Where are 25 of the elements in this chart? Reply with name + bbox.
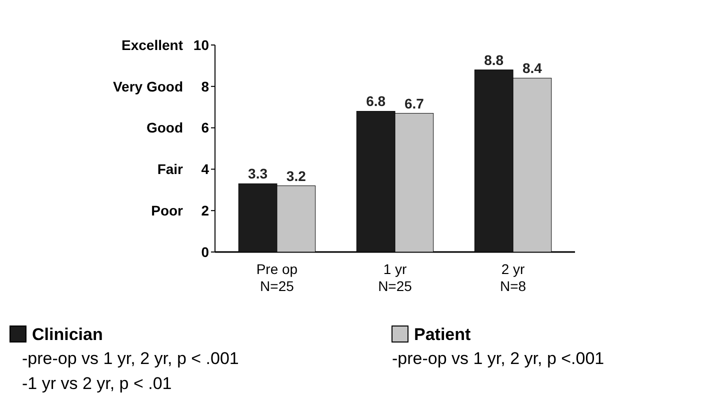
y-tick-label: 10 (193, 36, 210, 53)
data-label: 3.2 (286, 168, 306, 184)
text: -pre-op vs 1 yr, 2 yr, p <.001 (392, 348, 604, 368)
text: Very Good (112, 78, 183, 94)
data-label: 3.3 (248, 166, 268, 182)
text: Poor (151, 202, 184, 218)
text: Excellent (122, 36, 184, 53)
data-label: 8.8 (484, 52, 504, 68)
text: Good (146, 120, 183, 136)
y-tick-label: 0 (201, 244, 210, 260)
data-label: 6.7 (404, 95, 424, 112)
x-tick-label: 1 yr N=25 (378, 261, 412, 294)
x-tick-label: 2 yr N=8 (500, 261, 526, 294)
text: -pre-op vs 1 yr, 2 yr, p < .001 (22, 348, 239, 368)
legend-label: Clinician (32, 324, 103, 344)
y-tick-label: 6 (201, 120, 210, 136)
text: -1 yr vs 2 yr, p < .01 (22, 374, 172, 393)
text: Fair (157, 161, 184, 178)
legend-label: Patient (414, 324, 472, 344)
data-label: 6.8 (366, 93, 386, 110)
data-label: 8.4 (522, 60, 542, 76)
y-tick-label: 4 (201, 161, 210, 178)
y-tick-label: 2 (201, 202, 210, 218)
x-tick-label: Pre op N=25 (256, 261, 298, 294)
y-tick-label: 8 (201, 78, 210, 94)
